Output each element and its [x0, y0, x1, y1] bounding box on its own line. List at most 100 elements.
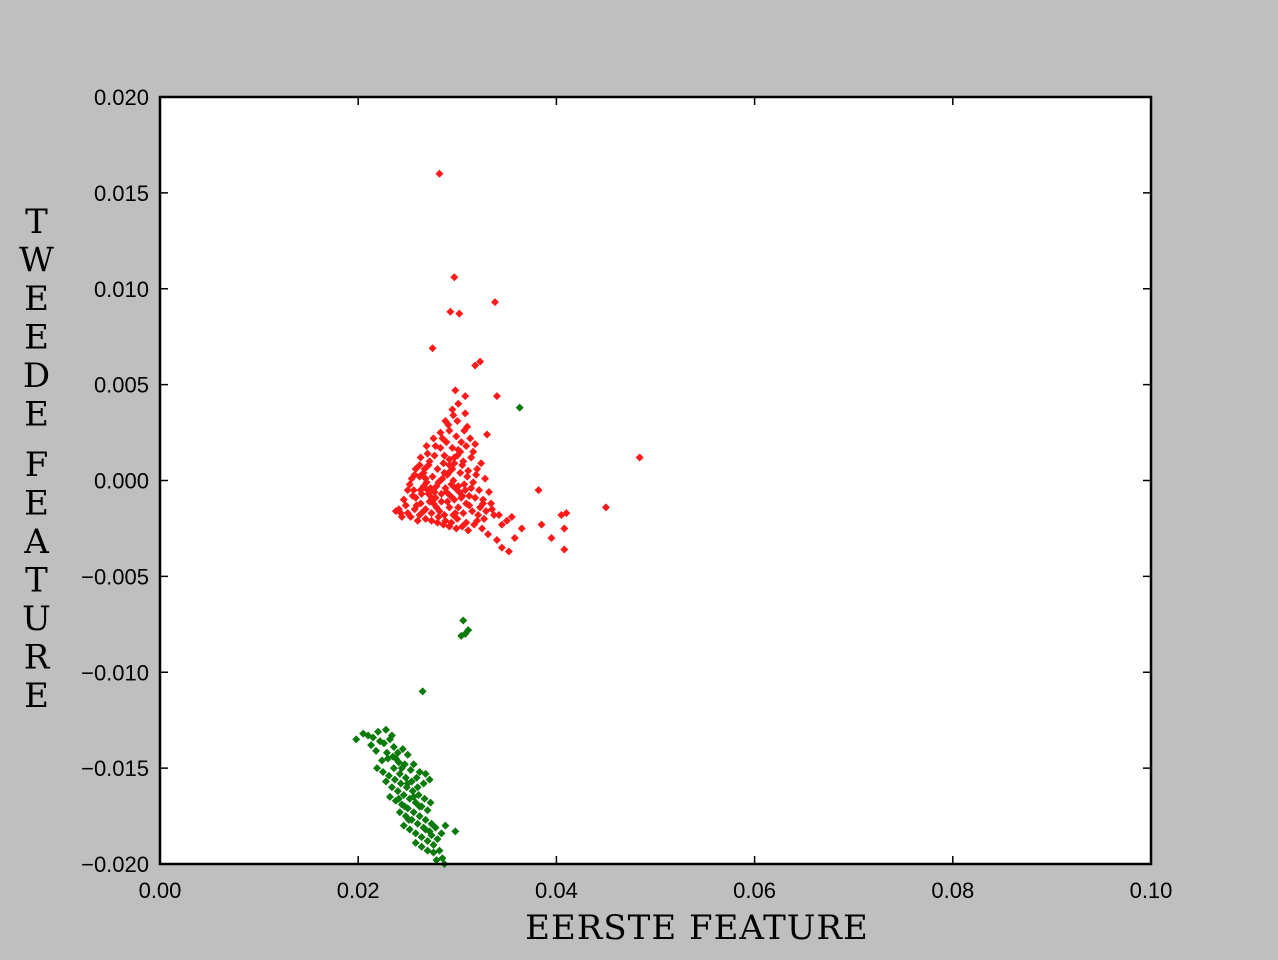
scatter-point-series-1: [422, 441, 431, 450]
scatter-point-series-1: [454, 399, 463, 408]
scatter-point-series-1: [601, 503, 610, 512]
scatter-point-series-1: [635, 453, 644, 462]
y-axis-title-letter: E: [24, 395, 50, 435]
scatter-point-series-2: [419, 779, 428, 788]
y-axis-title-letter: A: [23, 522, 50, 562]
scatter-point-series-2: [377, 756, 386, 765]
scatter-point-series-1: [464, 526, 473, 535]
scatter-point-series-2: [381, 725, 390, 734]
scatter-point-series-2: [421, 825, 430, 834]
scatter-point-series-2: [413, 783, 422, 792]
scatter-point-series-2: [382, 748, 391, 757]
scatter-point-series-1: [448, 405, 457, 414]
y-axis-title-letter: U: [22, 599, 52, 639]
scatter-point-series-1: [471, 361, 480, 370]
x-tick-label: 0.08: [931, 878, 974, 903]
scatter-point-series-2: [421, 769, 430, 778]
scatter-point-series-1: [486, 499, 495, 508]
y-axis-title-letter: F: [25, 445, 50, 485]
data-points: [352, 169, 644, 868]
scatter-point-series-1: [504, 547, 513, 556]
scatter-point-series-1: [434, 512, 443, 521]
scatter-point-series-2: [408, 787, 417, 796]
scatter-point-series-1: [560, 545, 569, 554]
scatter-point-series-1: [510, 534, 519, 543]
scatter-point-series-1: [449, 411, 458, 420]
y-axis-title-letter: E: [24, 318, 50, 358]
scatter-point-series-1: [502, 516, 511, 525]
scatter-point-series-1: [483, 430, 492, 439]
scatter-point-series-2: [431, 823, 440, 832]
scatter-point-series-1: [427, 509, 436, 518]
scatter-point-series-2: [415, 812, 424, 821]
scatter-point-series-2: [423, 806, 432, 815]
scatter-point-series-1: [440, 451, 449, 460]
scatter-point-series-1: [449, 511, 458, 520]
scatter-point-series-2: [400, 802, 409, 811]
scatter-point-series-2: [389, 743, 398, 752]
plot-frame: [158, 95, 1153, 866]
scatter-point-series-1: [457, 493, 466, 502]
scatter-point-series-1: [560, 524, 569, 533]
scatter-point-series-1: [489, 511, 498, 520]
y-axis-title-letter: T: [25, 561, 49, 601]
scatter-point-series-2: [372, 746, 381, 755]
scatter-point-series-1: [445, 522, 454, 531]
scatter-point-series-2: [387, 783, 396, 792]
x-axis-title: EERSTE FEATURE: [525, 908, 869, 948]
scatter-point-series-1: [437, 497, 446, 506]
scatter-point-series-1: [432, 503, 441, 512]
scatter-point-series-2: [515, 403, 524, 412]
scatter-point-series-1: [490, 298, 499, 307]
scatter-point-series-1: [429, 434, 438, 443]
scatter-point-series-1: [469, 447, 478, 456]
scatter-point-series-1: [452, 524, 461, 533]
scatter-point-series-1: [439, 459, 448, 468]
scatter-point-series-1: [464, 466, 473, 475]
y-tick-label: 0.005: [94, 373, 149, 398]
scatter-point-series-2: [409, 808, 418, 817]
scatter-point-series-1: [440, 511, 449, 520]
scatter-point-series-1: [436, 428, 445, 437]
plot-area: [160, 97, 1151, 864]
scatter-point-series-2: [403, 750, 412, 759]
x-tick-label: 0.10: [1130, 878, 1173, 903]
scatter-point-series-1: [479, 495, 488, 504]
scatter-point-series-1: [421, 505, 430, 514]
scatter-point-series-2: [412, 773, 421, 782]
scatter-point-series-2: [435, 846, 444, 855]
scatter-point-series-2: [352, 735, 361, 744]
scatter-point-series-1: [463, 472, 472, 481]
scatter-point-series-1: [537, 520, 546, 529]
scatter-point-series-2: [367, 741, 376, 750]
scatter-point-series-1: [453, 417, 462, 426]
scatter-point-series-2: [409, 792, 418, 801]
scatter-point-series-1: [428, 344, 437, 353]
scatter-point-series-1: [468, 507, 477, 516]
scatter-point-series-1: [507, 512, 516, 521]
scatter-point-series-2: [413, 819, 422, 828]
scatter-point-series-1: [421, 514, 430, 523]
scatter-point-series-2: [403, 779, 412, 788]
scatter-point-series-2: [432, 856, 441, 865]
scatter-point-series-2: [385, 792, 394, 801]
scatter-point-series-1: [409, 486, 418, 495]
scatter-point-series-2: [421, 815, 430, 824]
scatter-point-series-2: [404, 815, 413, 824]
y-tick-label: 0.010: [94, 277, 149, 302]
y-tick-label: −0.005: [81, 564, 149, 589]
scatter-point-series-2: [384, 771, 393, 780]
scatter-point-series-2: [415, 767, 424, 776]
scatter-point-series-1: [403, 509, 412, 518]
scatter-point-series-1: [397, 512, 406, 521]
scatter-point-series-2: [429, 840, 438, 849]
scatter-point-series-2: [393, 787, 402, 796]
scatter-point-series-1: [475, 486, 484, 495]
scatter-point-series-2: [429, 848, 438, 857]
y-axis-title-letter: R: [24, 638, 51, 678]
scatter-point-series-1: [456, 468, 465, 477]
y-axis-title-letter: T: [25, 202, 49, 242]
scatter-point-series-1: [415, 511, 424, 520]
scatter-point-series-1: [447, 480, 456, 489]
scatter-point-series-2: [420, 794, 429, 803]
